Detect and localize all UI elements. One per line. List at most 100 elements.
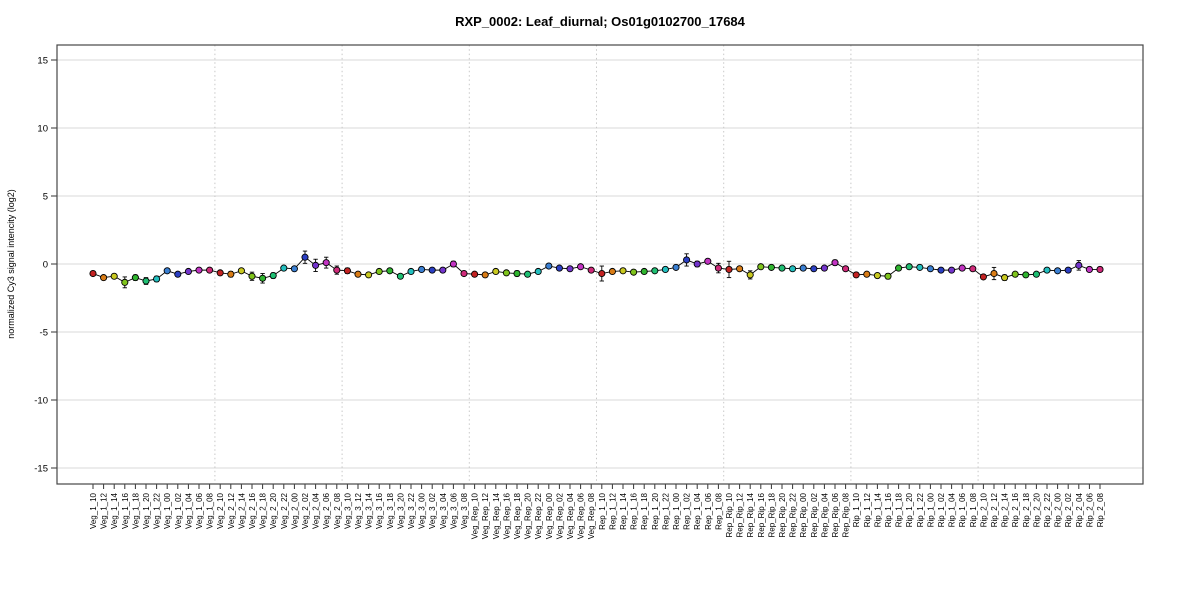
x-tick-label: Rep_Rip_10 bbox=[725, 492, 734, 537]
data-point bbox=[343, 267, 351, 275]
x-tick-label: Veg_Rep_12 bbox=[481, 492, 490, 539]
x-tick-label: Veg_1_06 bbox=[195, 492, 204, 529]
data-point bbox=[905, 263, 913, 271]
data-point bbox=[831, 259, 839, 267]
data-point bbox=[895, 264, 903, 272]
x-tick-label: Veg_Rep_00 bbox=[545, 492, 554, 539]
x-tick-label: Veg_3_12 bbox=[354, 492, 363, 529]
data-point bbox=[767, 263, 775, 271]
x-tick-label: Veg_1_20 bbox=[142, 492, 151, 529]
x-tick-label: Veg_2_02 bbox=[301, 492, 310, 529]
data-point bbox=[195, 266, 203, 274]
data-series bbox=[89, 250, 1104, 289]
x-tick-label: Veg_3_00 bbox=[418, 492, 427, 529]
y-axis-label: normalized Cy3 signal intencity (log2) bbox=[6, 189, 16, 339]
y-tick-label: 15 bbox=[37, 55, 48, 66]
x-tick-label: Rip_1_18 bbox=[895, 492, 904, 527]
x-tick-label: Veg_2_10 bbox=[216, 492, 225, 529]
x-tick-label: Veg_Rep_16 bbox=[502, 492, 511, 539]
data-point bbox=[661, 265, 669, 273]
data-point bbox=[1011, 270, 1019, 278]
x-tick-label: Veg_1_08 bbox=[206, 492, 215, 529]
x-tick-label: Veg_Rep_22 bbox=[534, 492, 543, 539]
data-point bbox=[460, 269, 468, 278]
data-point bbox=[89, 269, 97, 278]
data-point bbox=[852, 271, 860, 279]
data-point bbox=[1032, 270, 1040, 278]
data-point bbox=[640, 267, 648, 276]
x-axis: Veg_1_10 Veg_1_12 Veg_1_14 Veg_1_16 Veg_1_18… bbox=[89, 484, 1105, 539]
data-point bbox=[1085, 265, 1093, 273]
x-tick-label: Rip_2_00 bbox=[1054, 492, 1063, 527]
data-point bbox=[1096, 265, 1104, 273]
x-tick-label: Rip_1_02 bbox=[937, 492, 946, 527]
chart-title: RXP_0002: Leaf_diurnal; Os01g0102700_176… bbox=[455, 14, 746, 29]
data-point bbox=[863, 270, 871, 278]
x-tick-label: Veg_3_16 bbox=[375, 492, 384, 529]
x-tick-label: Rep_1_06 bbox=[704, 492, 713, 529]
data-point bbox=[1001, 274, 1009, 282]
data-point bbox=[969, 265, 977, 273]
y-axis: 15 10 5 0 -5 -10 -15 bbox=[34, 55, 57, 474]
x-tick-label: Veg_1_00 bbox=[163, 492, 172, 529]
data-point bbox=[259, 274, 267, 282]
x-tick-label: Veg_1_18 bbox=[131, 492, 140, 529]
x-tick-label: Veg_1_04 bbox=[184, 492, 193, 529]
data-point bbox=[142, 277, 150, 285]
y-tick-label: -15 bbox=[34, 463, 48, 474]
data-point bbox=[100, 274, 108, 282]
x-tick-label: Rip_2_10 bbox=[979, 492, 988, 527]
data-point bbox=[301, 253, 309, 261]
data-point bbox=[237, 267, 245, 275]
x-tick-label: Veg_1_14 bbox=[110, 492, 119, 529]
x-tick-label: Rep_Rip_18 bbox=[767, 492, 776, 537]
x-tick-label: Veg_2_14 bbox=[237, 492, 246, 529]
data-point bbox=[502, 269, 510, 277]
data-point bbox=[322, 259, 330, 267]
x-tick-label: Rip_2_14 bbox=[1001, 492, 1010, 527]
x-tick-label: Veg_2_22 bbox=[280, 492, 289, 529]
data-point bbox=[587, 266, 595, 274]
x-tick-label: Rip_1_10 bbox=[852, 492, 861, 527]
x-tick-label: Veg_Rep_02 bbox=[555, 492, 564, 539]
data-point bbox=[375, 267, 383, 276]
data-point bbox=[439, 266, 447, 274]
data-point bbox=[428, 266, 436, 274]
x-tick-label: Rep_1_04 bbox=[693, 492, 702, 529]
x-tick-label: Rep_1_16 bbox=[630, 492, 639, 529]
x-tick-label: Rep_Rip_20 bbox=[778, 492, 787, 537]
data-point bbox=[407, 267, 415, 276]
data-point bbox=[280, 264, 288, 272]
x-tick-label: Rep_Rip_14 bbox=[746, 492, 755, 537]
x-tick-label: Veg_Rep_04 bbox=[566, 492, 575, 539]
data-point bbox=[672, 263, 680, 271]
x-tick-label: Veg_1_12 bbox=[100, 492, 109, 529]
x-tick-label: Rep_Rip_12 bbox=[736, 492, 745, 537]
data-point bbox=[884, 272, 892, 280]
x-tick-label: Rip_1_12 bbox=[863, 492, 872, 527]
data-point bbox=[820, 264, 828, 272]
data-point bbox=[619, 267, 627, 275]
x-tick-label: Rep_1_00 bbox=[672, 492, 681, 529]
y-tick-label: -10 bbox=[34, 395, 48, 406]
x-tick-label: Veg_2_08 bbox=[333, 492, 342, 529]
data-point bbox=[131, 274, 139, 282]
data-point bbox=[746, 271, 754, 279]
x-tick-label: Rep_1_08 bbox=[714, 492, 723, 529]
data-point bbox=[725, 265, 733, 273]
x-tick-label: Veg_2_06 bbox=[322, 492, 331, 529]
data-point bbox=[778, 264, 786, 272]
x-tick-label: Rip_2_04 bbox=[1075, 492, 1084, 527]
data-point bbox=[492, 267, 500, 276]
x-tick-label: Rep_Rip_04 bbox=[820, 492, 829, 537]
x-tick-label: Veg_3_04 bbox=[439, 492, 448, 529]
data-point bbox=[566, 265, 574, 273]
x-tick-label: Rep_Rip_02 bbox=[810, 492, 819, 537]
data-point bbox=[789, 265, 797, 273]
horizontal-gridlines bbox=[57, 59, 1143, 469]
x-tick-label: Veg_2_00 bbox=[290, 492, 299, 529]
data-point bbox=[1022, 271, 1030, 279]
data-point bbox=[333, 266, 341, 274]
data-point bbox=[598, 269, 606, 278]
data-point bbox=[693, 260, 701, 268]
